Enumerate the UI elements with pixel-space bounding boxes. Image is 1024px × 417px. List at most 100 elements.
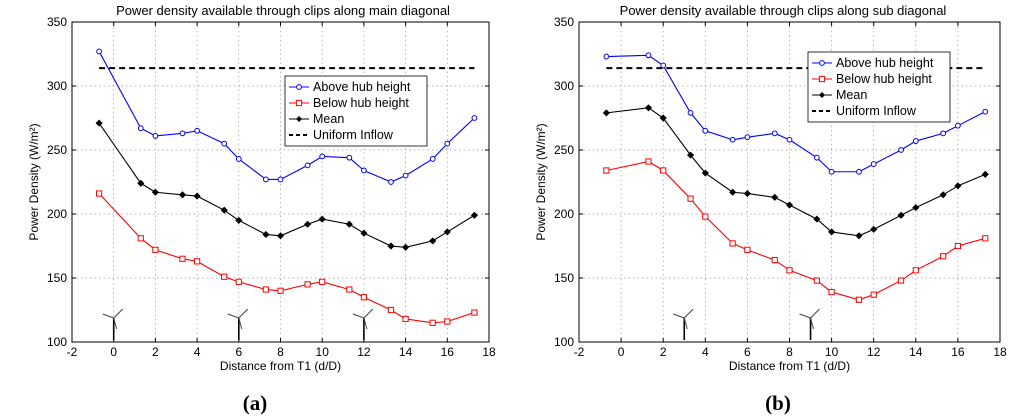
data-point [786,136,793,143]
x-axis-label: Distance from T1 (d/D) [220,359,341,373]
data-point [729,188,737,196]
x-tick-label: 2 [152,345,159,359]
data-point [813,154,820,161]
data-point [771,193,779,201]
x-tick-label: 16 [441,345,455,359]
data-point [743,189,751,198]
data-point [262,286,270,293]
data-point [940,130,947,137]
legend-entry: Mean [313,112,344,126]
x-tick-label: 6 [744,345,751,359]
data-point [940,253,947,260]
wind-turbine-icon [673,308,694,340]
legend-marker [296,84,302,90]
x-tick-label: 18 [482,345,496,359]
data-point [855,296,863,303]
x-tick-label: -2 [67,345,78,359]
y-tick-label: 150 [47,271,67,285]
chart-panel-a: Power density available through clips al… [27,3,496,415]
data-point [235,216,243,224]
y-tick-label: 300 [47,79,67,93]
y-tick-label: 350 [47,15,67,29]
legend: Above hub height Below hub height Mean Unif… [284,75,428,147]
x-tick-label: 4 [702,345,709,359]
data-point [137,235,144,242]
wind-turbine-icon [352,308,374,340]
data-point [939,191,947,199]
data-point [602,109,610,117]
data-point [982,235,989,242]
data-point [235,278,242,285]
data-point [345,220,353,228]
data-point [96,48,103,55]
y-tick-label: 100 [47,335,67,349]
x-tick-label: 10 [825,345,839,359]
data-point [471,115,478,121]
series-line [606,160,986,301]
data-point [194,258,201,265]
legend-marker [296,116,302,122]
series-line [98,122,475,248]
data-point [402,315,409,323]
x-tick-label: 8 [277,345,284,359]
data-point [304,220,312,228]
series-mean [95,119,478,251]
legend: Above hub height Below hub height Mean Unif… [807,51,951,123]
legend-marker [295,99,303,107]
x-tick-label: 8 [786,345,793,359]
data-point [813,277,820,284]
data-point [912,267,919,274]
x-tick-label: 16 [951,345,965,359]
x-tick-label: 0 [618,345,625,359]
wind-turbine-icon [227,308,249,340]
data-point [360,229,368,237]
legend-box [807,51,951,123]
data-point [262,230,270,239]
data-point [387,242,395,250]
data-point [771,256,778,264]
data-point [429,156,436,162]
y-axis-label: Power Density (W/m²) [27,123,41,240]
legend-entry: Above hub height [313,80,411,94]
data-point [702,127,709,134]
data-point [346,154,353,161]
data-point [194,127,201,134]
data-point [221,140,228,147]
data-point [319,153,326,160]
data-point [387,306,395,314]
data-point [645,158,652,165]
series-below-hub-height [603,158,989,303]
data-point [152,246,159,253]
data-point [603,53,610,60]
data-point [388,179,394,185]
data-point [152,133,159,139]
data-point [856,168,862,175]
data-point [870,291,877,298]
chart-title: Power density available through clips al… [620,3,947,18]
y-tick-label: 150 [554,271,574,285]
data-point [235,156,242,162]
data-point [744,246,751,253]
data-point [179,130,186,137]
data-point [603,167,610,174]
x-tick-label: 12 [867,345,881,359]
data-point [828,288,835,296]
y-tick-label: 350 [554,15,574,29]
data-point [178,191,187,199]
legend-entry: Above hub height [836,56,934,70]
data-point [346,286,353,293]
x-tick-label: 6 [235,345,242,359]
y-tick-label: 200 [554,207,574,221]
chart-title: Power density available through clips al… [116,3,450,18]
x-tick-label: 10 [316,345,330,359]
legend-marker [819,60,825,66]
wind-turbine-icon [102,308,124,340]
data-point [828,228,836,236]
data-point [955,122,961,129]
panel-label: (a) [243,391,268,415]
data-point [744,134,751,141]
data-point [318,215,326,223]
data-point [151,188,159,196]
data-point [701,169,709,177]
data-point [644,104,653,112]
